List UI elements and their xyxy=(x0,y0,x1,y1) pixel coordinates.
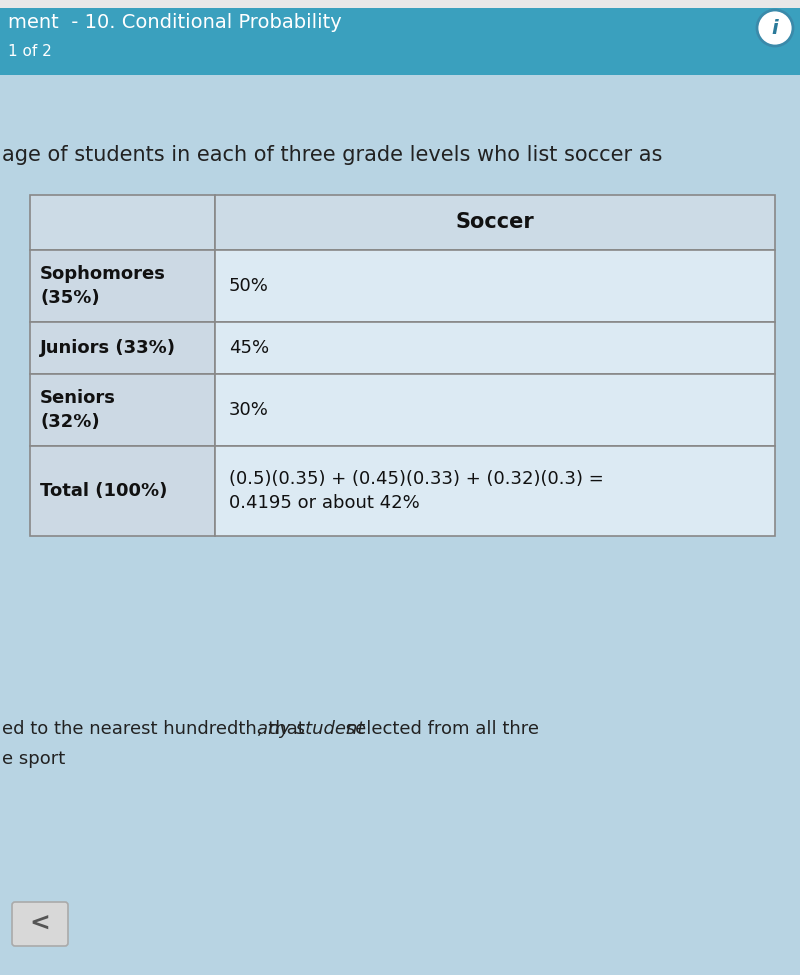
Circle shape xyxy=(757,10,793,46)
Bar xyxy=(215,250,775,322)
Bar xyxy=(215,195,775,250)
FancyBboxPatch shape xyxy=(12,902,68,946)
Text: Soccer: Soccer xyxy=(456,213,534,232)
Text: Total (100%): Total (100%) xyxy=(40,482,167,500)
Bar xyxy=(30,374,215,446)
Bar xyxy=(215,446,775,536)
Text: 45%: 45% xyxy=(229,339,269,357)
Text: e sport: e sport xyxy=(2,750,66,768)
Bar xyxy=(0,0,800,75)
Text: (0.5)(0.35) + (0.45)(0.33) + (0.32)(0.3) =
0.4195 or about 42%: (0.5)(0.35) + (0.45)(0.33) + (0.32)(0.3)… xyxy=(229,470,604,513)
Text: 30%: 30% xyxy=(229,401,269,419)
Text: Juniors (33%): Juniors (33%) xyxy=(40,339,176,357)
Text: selected from all thre: selected from all thre xyxy=(339,720,538,738)
Bar xyxy=(0,0,800,8)
Bar xyxy=(30,446,215,536)
Bar xyxy=(30,322,215,374)
Bar xyxy=(215,322,775,374)
Text: Seniors
(32%): Seniors (32%) xyxy=(40,389,116,431)
Bar xyxy=(30,250,215,322)
Bar xyxy=(215,374,775,446)
Text: Sophomores
(35%): Sophomores (35%) xyxy=(40,265,166,307)
Text: 1 of 2: 1 of 2 xyxy=(8,45,52,59)
Text: ed to the nearest hundredth, that: ed to the nearest hundredth, that xyxy=(2,720,310,738)
Text: <: < xyxy=(30,912,50,936)
Bar xyxy=(30,195,215,250)
Text: any student: any student xyxy=(257,720,364,738)
Text: i: i xyxy=(772,19,778,37)
Text: 50%: 50% xyxy=(229,277,269,295)
Text: age of students in each of three grade levels who list soccer as: age of students in each of three grade l… xyxy=(2,145,662,165)
Text: ment  - 10. Conditional Probability: ment - 10. Conditional Probability xyxy=(8,13,342,31)
